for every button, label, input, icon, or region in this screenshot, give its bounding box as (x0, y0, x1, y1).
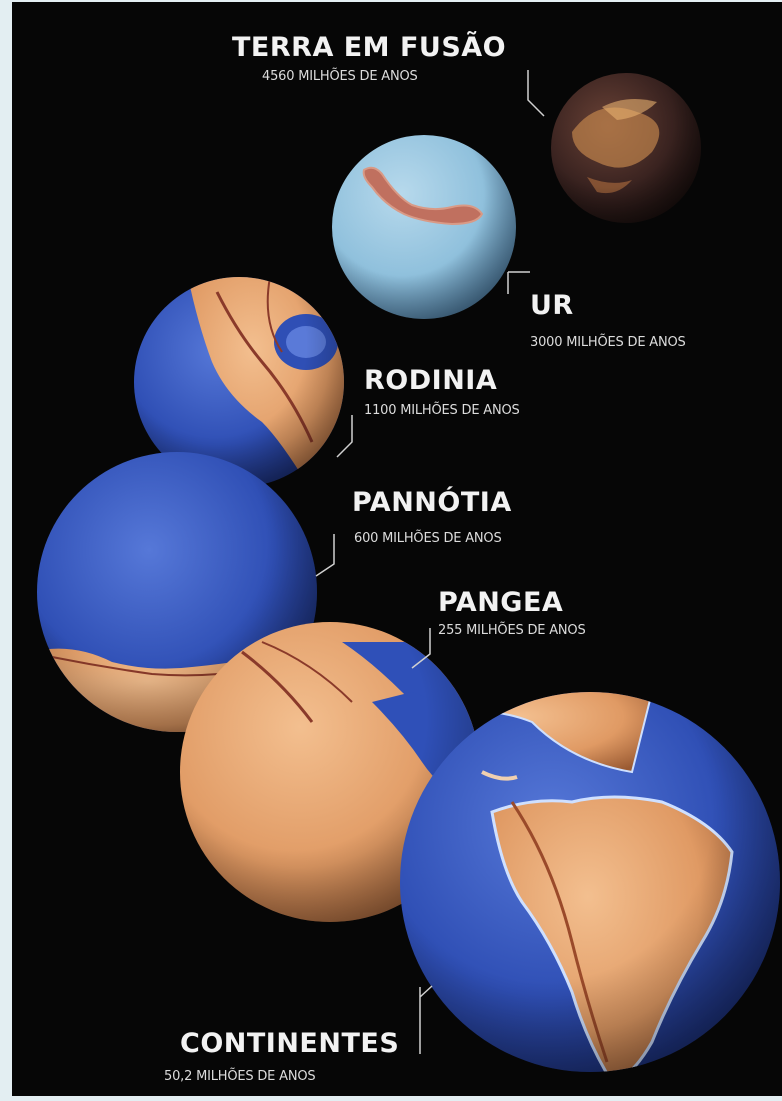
leader-continentes (419, 985, 433, 1054)
leader-pannotia (315, 534, 335, 577)
era-age-rodinia: 1100 MILHÕES DE ANOS (364, 403, 520, 418)
era-title-rodinia: RODINIA (364, 365, 498, 396)
era-title-pangea: PANGEA (438, 587, 564, 618)
era-title-pannotia: PANNÓTIA (352, 487, 512, 518)
globes-illustration (37, 70, 780, 1072)
era-title-ur: UR (530, 290, 574, 321)
globe-continentes (400, 692, 780, 1072)
leader-pangea (411, 628, 431, 669)
era-age-ur: 3000 MILHÕES DE ANOS (530, 335, 686, 350)
leader-ur (507, 271, 530, 294)
globe-terra-em-fusao (551, 73, 701, 223)
era-title-terra-em-fusao: TERRA EM FUSÃO (232, 32, 507, 63)
globe-rodinia (134, 277, 344, 487)
globe-ur (332, 135, 516, 319)
leader-terra-em-fusao (527, 70, 545, 117)
era-age-continentes: 50,2 MILHÕES DE ANOS (164, 1069, 316, 1084)
era-age-pannotia: 600 MILHÕES DE ANOS (354, 531, 502, 546)
leader-rodinia (336, 415, 353, 458)
era-age-terra-em-fusao: 4560 MILHÕES DE ANOS (262, 69, 418, 84)
era-age-pangea: 255 MILHÕES DE ANOS (438, 623, 586, 638)
era-title-continentes: CONTINENTES (180, 1028, 400, 1059)
infographic-stage: TERRA EM FUSÃO 4560 MILHÕES DE ANOS UR 3… (12, 2, 782, 1096)
leader-lines (315, 70, 545, 1054)
